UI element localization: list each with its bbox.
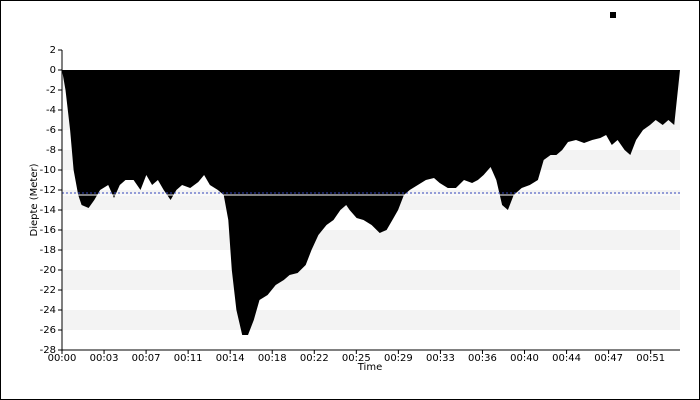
x-axis-label: Time bbox=[357, 362, 382, 373]
band bbox=[62, 230, 680, 250]
y-tick-label: 0 bbox=[50, 65, 56, 76]
x-tick-label: 00:25 bbox=[342, 353, 371, 364]
x-tick-label: 00:33 bbox=[426, 353, 455, 364]
y-tick-label: -24 bbox=[40, 305, 56, 316]
y-tick-label: -8 bbox=[46, 145, 56, 156]
y-tick-label: -16 bbox=[40, 225, 56, 236]
x-tick-label: 00:47 bbox=[594, 353, 623, 364]
y-tick-label: -20 bbox=[40, 265, 56, 276]
y-tick-label: 2 bbox=[50, 45, 56, 56]
y-axis-label: Diepte (Meter) bbox=[29, 163, 40, 236]
x-tick-label: 00:51 bbox=[636, 353, 665, 364]
x-tick-label: 00:03 bbox=[90, 353, 119, 364]
legend-marker bbox=[610, 12, 616, 18]
x-tick-label: 00:36 bbox=[468, 353, 497, 364]
plot bbox=[62, 70, 680, 335]
y-tick-label: -22 bbox=[40, 285, 56, 296]
y-tick-label: -18 bbox=[40, 245, 56, 256]
y-tick-label: -12 bbox=[40, 185, 56, 196]
x-tick-label: 00:29 bbox=[384, 353, 413, 364]
x-tick-label: 00:07 bbox=[132, 353, 161, 364]
x-tick-label: 00:14 bbox=[216, 353, 245, 364]
y-tick-label: -2 bbox=[46, 85, 56, 96]
x-tick-label: 00:22 bbox=[300, 353, 329, 364]
x-tick-label: 00:44 bbox=[552, 353, 581, 364]
x-tick-label: 00:00 bbox=[48, 353, 77, 364]
x-tick-label: 00:11 bbox=[174, 353, 203, 364]
y-tick-label: -14 bbox=[40, 205, 56, 216]
depth-area bbox=[62, 70, 680, 335]
band bbox=[62, 310, 680, 330]
y-tick-label: -10 bbox=[40, 165, 56, 176]
y-tick-label: -26 bbox=[40, 325, 56, 336]
y-tick-label: -6 bbox=[46, 125, 56, 136]
x-tick-label: 00:40 bbox=[510, 353, 539, 364]
y-tick-label: -28 bbox=[40, 345, 56, 356]
y-tick-label: -4 bbox=[46, 105, 56, 116]
band bbox=[62, 270, 680, 290]
x-tick-label: 00:18 bbox=[258, 353, 287, 364]
